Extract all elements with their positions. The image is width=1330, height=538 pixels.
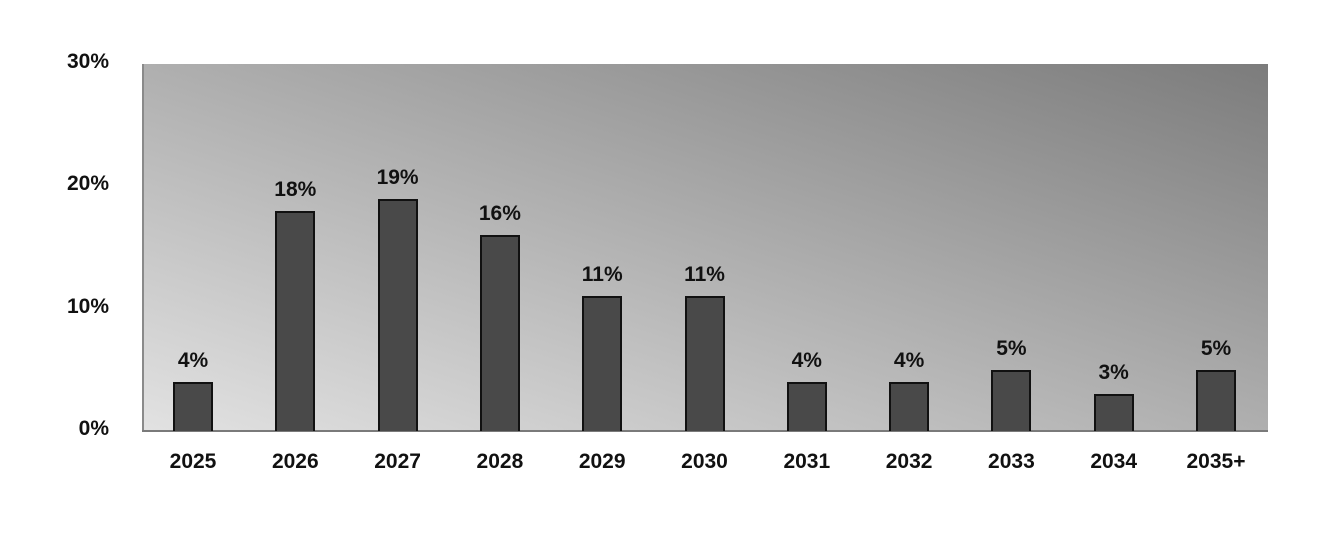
- x-tick-label: 2028: [476, 450, 524, 473]
- value-label: 4%: [791, 349, 822, 373]
- x-tick-label: 2029: [578, 450, 626, 473]
- x-tick-label: 2027: [374, 450, 421, 473]
- y-tick-label: 20%: [66, 172, 109, 196]
- x-tick-label: 2031: [783, 450, 831, 473]
- bar-2027: [377, 198, 418, 431]
- x-tick-label: 2025: [169, 450, 217, 473]
- bar-2029: [582, 296, 623, 431]
- bar-2033: [991, 369, 1032, 431]
- y-tick-label: 10%: [66, 294, 109, 318]
- x-axis-line: [142, 430, 1268, 432]
- y-tick-label: 0%: [78, 417, 109, 440]
- bar-2035+: [1196, 369, 1236, 431]
- value-label: 4%: [893, 349, 925, 373]
- x-tick-label: 2034: [1090, 450, 1138, 473]
- bar-2032: [889, 382, 930, 431]
- bar-2031: [786, 382, 827, 431]
- value-label: 18%: [274, 177, 317, 201]
- y-tick-label: 30%: [66, 50, 109, 73]
- bar-2026: [275, 210, 316, 431]
- bar-2028: [479, 235, 520, 431]
- value-label: 4%: [177, 349, 209, 373]
- x-tick-label: 2032: [885, 450, 933, 473]
- x-tick-label: 2030: [681, 450, 728, 473]
- bar-2030: [684, 296, 725, 431]
- x-tick-label: 2035+: [1186, 450, 1246, 473]
- value-label: 3%: [1098, 361, 1129, 385]
- value-label: 5%: [996, 336, 1027, 360]
- value-label: 11%: [581, 263, 623, 287]
- value-label: 11%: [684, 263, 725, 287]
- value-label: 5%: [1200, 336, 1232, 360]
- value-label: 16%: [478, 202, 521, 226]
- x-tick-label: 2033: [988, 450, 1035, 473]
- value-label: 19%: [376, 165, 419, 189]
- bar-2034: [1093, 394, 1134, 431]
- x-tick-label: 2026: [271, 450, 319, 473]
- bar-2025: [173, 382, 213, 431]
